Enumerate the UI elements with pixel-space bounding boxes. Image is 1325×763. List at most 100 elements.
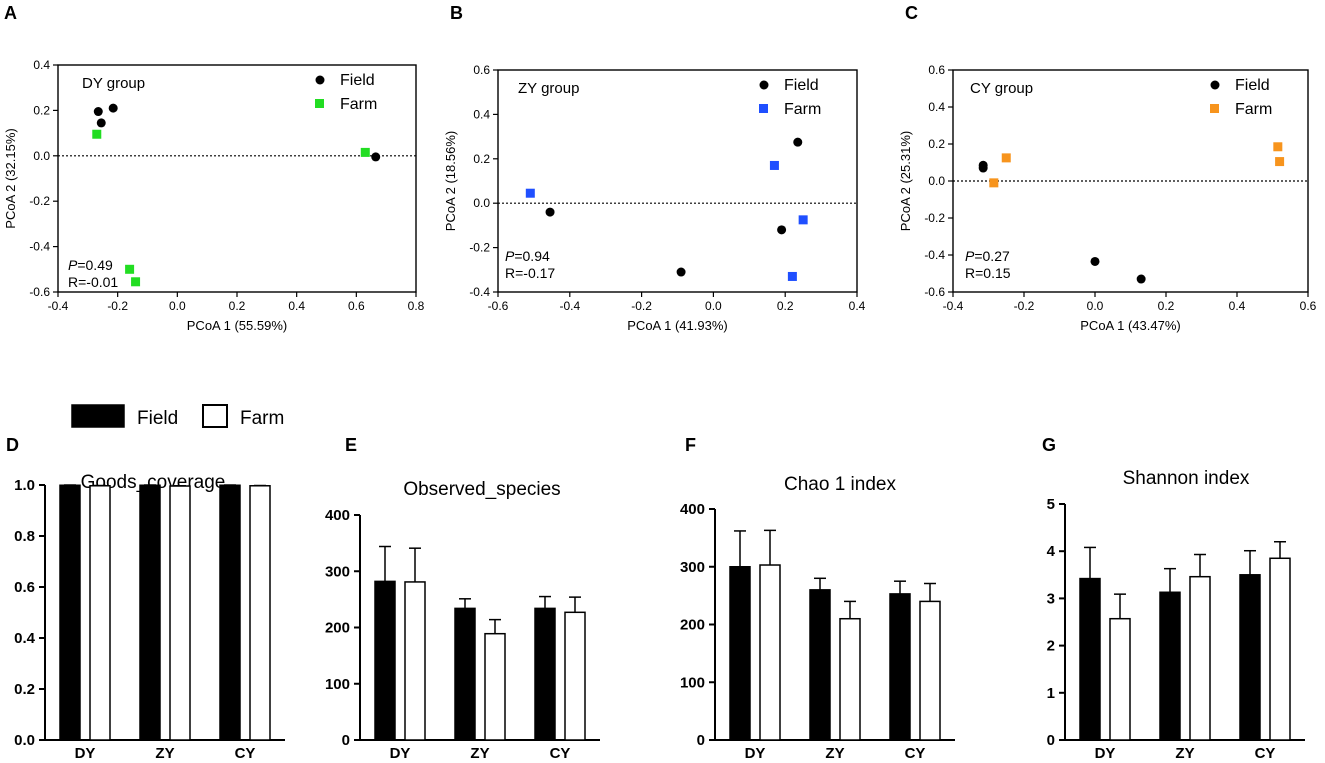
legend-label-field: Field — [340, 72, 375, 89]
y-tick-label: 0 — [1047, 732, 1055, 749]
y-tick-label: 0.4 — [928, 100, 945, 114]
panel-letter: A — [4, 3, 17, 23]
x-tick-label: -0.2 — [107, 299, 128, 313]
pcoa-panel-a: A-0.4 -0.2 0.0 0.2 0.4 0.6 0.8-0.6-0.4-0.20.00… — [3, 3, 425, 333]
y-tick-label: 0.0 — [473, 196, 490, 210]
point-field — [676, 267, 686, 277]
y-tick-label: 200 — [680, 617, 705, 634]
bar-farm-dy — [759, 564, 781, 741]
y-tick-label: 0.0 — [14, 732, 35, 749]
legend-label-field: Field — [1235, 77, 1270, 94]
y-tick-label: 100 — [325, 676, 350, 693]
x-tick-label: DY — [1095, 745, 1116, 762]
group-label: ZY group — [518, 80, 579, 97]
x-axis-label: PCoA 1 (43.47%) — [1080, 318, 1180, 333]
pcoa-panel-b: B-0.6 -0.4 -0.2 0.0 0.2 0.4-0.4-0.20.00.20.40… — [443, 3, 866, 333]
bar-legend: Field Farm — [71, 404, 284, 429]
x-tick-label: -0.2 — [631, 299, 652, 313]
y-tick-label: 0.6 — [928, 63, 945, 77]
x-tick-label: 0.0 — [705, 299, 722, 313]
x-tick-label: ZY — [1175, 745, 1194, 762]
p-value: P=0.27 — [965, 248, 1010, 264]
legend-marker-farm — [1210, 104, 1219, 113]
y-tick-label: 0.4 — [14, 630, 36, 647]
x-tick-label: -0.4 — [943, 299, 964, 313]
point-farm — [769, 160, 779, 170]
panel-letter: D — [6, 435, 19, 455]
chart-title: Shannon index — [1123, 468, 1250, 489]
x-tick-label: -0.4 — [48, 299, 69, 313]
legend-label-farm: Farm — [1235, 101, 1272, 118]
x-tick-label: 0.2 — [777, 299, 794, 313]
p-number: =0.49 — [77, 257, 113, 273]
x-tick-label: DY — [75, 745, 96, 762]
y-tick-label: 0.0 — [33, 149, 50, 163]
point-farm — [125, 264, 135, 274]
x-tick-label: 0.4 — [288, 299, 305, 313]
legend-label-farm: Farm — [784, 101, 821, 118]
p-symbol: P — [965, 248, 975, 264]
bar-field-zy — [1159, 591, 1181, 741]
legend-marker-farm — [759, 104, 768, 113]
plot-frame — [497, 69, 858, 293]
bar-field-zy — [139, 484, 161, 741]
legend-marker-farm — [315, 99, 324, 108]
bar-panel-f: F Chao 1 index 0 100 200 300 400 DY ZY CY — [680, 435, 955, 762]
bar-farm-cy — [919, 600, 941, 741]
y-tick-label: -0.4 — [29, 240, 50, 254]
point-field — [1136, 274, 1146, 284]
point-farm — [525, 188, 535, 198]
x-tick-label: CY — [1255, 745, 1276, 762]
y-tick-label: 0.6 — [473, 63, 490, 77]
y-tick-label: -0.4 — [469, 285, 490, 299]
y-tick-label: 0.8 — [14, 528, 35, 545]
x-axis-label: PCoA 1 (41.93%) — [627, 318, 727, 333]
point-field — [777, 225, 787, 235]
y-tick-label: 0.2 — [928, 137, 945, 151]
y-tick-label: 0.6 — [14, 579, 35, 596]
y-tick-label: 4 — [1047, 543, 1056, 560]
bar-field-cy — [534, 607, 556, 741]
bar-farm-cy — [564, 611, 586, 741]
y-tick-label: 0.0 — [928, 174, 945, 188]
p-value: P=0.49 — [68, 257, 113, 273]
r-value: R=-0.17 — [505, 265, 555, 281]
x-tick-label: 0.0 — [169, 299, 186, 313]
legend-marker-field — [315, 75, 325, 85]
x-tick-label: 0.6 — [1300, 299, 1317, 313]
y-tick-label: -0.6 — [924, 285, 945, 299]
y-tick-label: 100 — [680, 674, 705, 691]
bar-field-zy — [454, 607, 476, 741]
chart-title: Observed_species — [403, 479, 560, 500]
y-axis-label: PCoA 2 (32.15%) — [3, 128, 18, 228]
bar-field-zy — [809, 589, 831, 741]
group-label: DY group — [82, 75, 145, 92]
y-tick-label: 1.0 — [14, 477, 35, 494]
x-tick-label: DY — [745, 745, 766, 762]
x-tick-label: -0.2 — [1014, 299, 1035, 313]
bar-farm-zy — [1189, 575, 1211, 741]
x-tick-label: 0.6 — [348, 299, 365, 313]
y-tick-label: 1 — [1047, 685, 1055, 702]
point-farm — [1001, 153, 1011, 163]
y-tick-label: 300 — [680, 559, 705, 576]
point-field — [1090, 256, 1100, 266]
y-tick-label: 0.2 — [33, 103, 50, 117]
y-axis-label: PCoA 2 (25.31%) — [898, 131, 913, 231]
y-tick-label: -0.2 — [924, 211, 945, 225]
bar-panel-e: E Observed_species 0 100 200 300 400 DY ZY CY — [325, 435, 600, 762]
bar-field-dy — [374, 580, 396, 741]
point-farm — [92, 129, 102, 139]
y-tick-label: -0.4 — [924, 248, 945, 262]
y-tick-label: 400 — [325, 507, 350, 524]
y-tick-label: 2 — [1047, 638, 1055, 655]
bar-field-cy — [889, 593, 911, 741]
x-tick-label: 0.2 — [229, 299, 246, 313]
x-tick-label: ZY — [155, 745, 174, 762]
point-field — [93, 107, 103, 117]
bar-field-cy — [1239, 574, 1261, 741]
r-value: R=0.15 — [965, 265, 1011, 281]
y-tick-label: 0.2 — [473, 152, 490, 166]
point-field — [371, 152, 381, 162]
point-farm — [787, 271, 797, 281]
